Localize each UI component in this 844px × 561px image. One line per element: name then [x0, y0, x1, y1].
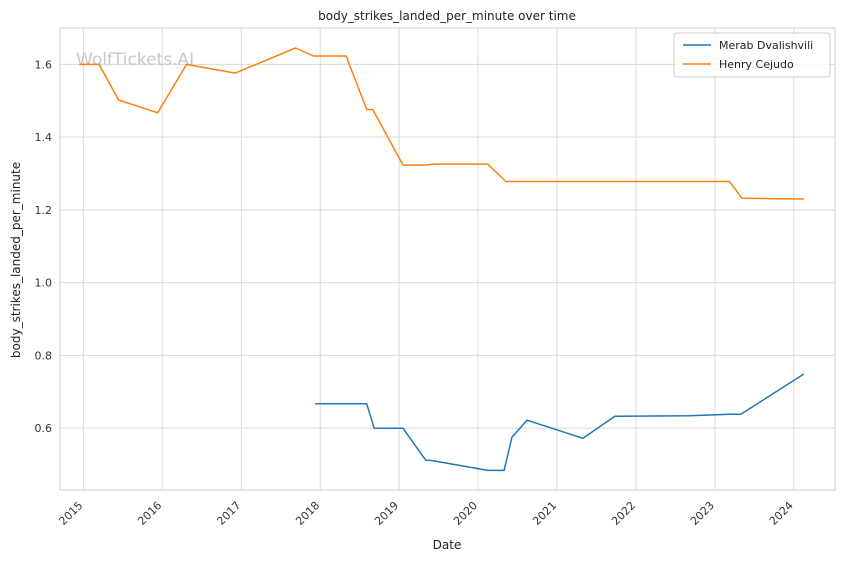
y-tick-label: 1.2: [35, 204, 53, 217]
series-line-henry: [79, 47, 804, 200]
y-tick-label: 1.0: [35, 277, 53, 290]
x-tick-label: 2017: [214, 499, 243, 528]
x-tick-label: 2015: [56, 499, 85, 528]
legend-label-merab: Merab Dvalishvili: [719, 39, 813, 52]
x-tick-label: 2023: [688, 499, 717, 528]
x-tick-label: 2016: [135, 499, 164, 528]
y-tick-label: 0.6: [35, 422, 53, 435]
y-tick-label: 1.6: [35, 58, 53, 71]
x-tick-label: 2021: [530, 499, 559, 528]
x-axis-title: Date: [433, 538, 462, 552]
y-tick-label: 1.4: [35, 131, 53, 144]
x-tick-label: 2024: [767, 499, 796, 528]
x-tick-label: 2020: [451, 499, 480, 528]
y-axis-title: body_strikes_landed_per_minute: [9, 162, 23, 358]
x-tick-label: 2019: [372, 499, 401, 528]
series-line-merab: [315, 373, 805, 472]
legend: Merab Dvalishvili Henry Cejudo: [673, 32, 831, 78]
legend-label-henry: Henry Cejudo: [719, 58, 794, 71]
series-lines: [79, 47, 805, 472]
x-tick-label: 2022: [609, 499, 638, 528]
legend-box: [673, 32, 831, 78]
x-tick-label: 2018: [293, 499, 322, 528]
chart-title: body_strikes_landed_per_minute over time: [318, 9, 576, 23]
watermark: WolfTickets.AI: [76, 50, 194, 70]
y-tick-labels: 0.6 0.8 1.0 1.2 1.4 1.6: [35, 58, 53, 435]
plot-area: [59, 27, 836, 491]
y-tick-label: 0.8: [35, 349, 53, 362]
x-tick-labels: 2015 2016 2017 2018 2019 2020 2021 2022 2023 2024: [56, 499, 795, 528]
